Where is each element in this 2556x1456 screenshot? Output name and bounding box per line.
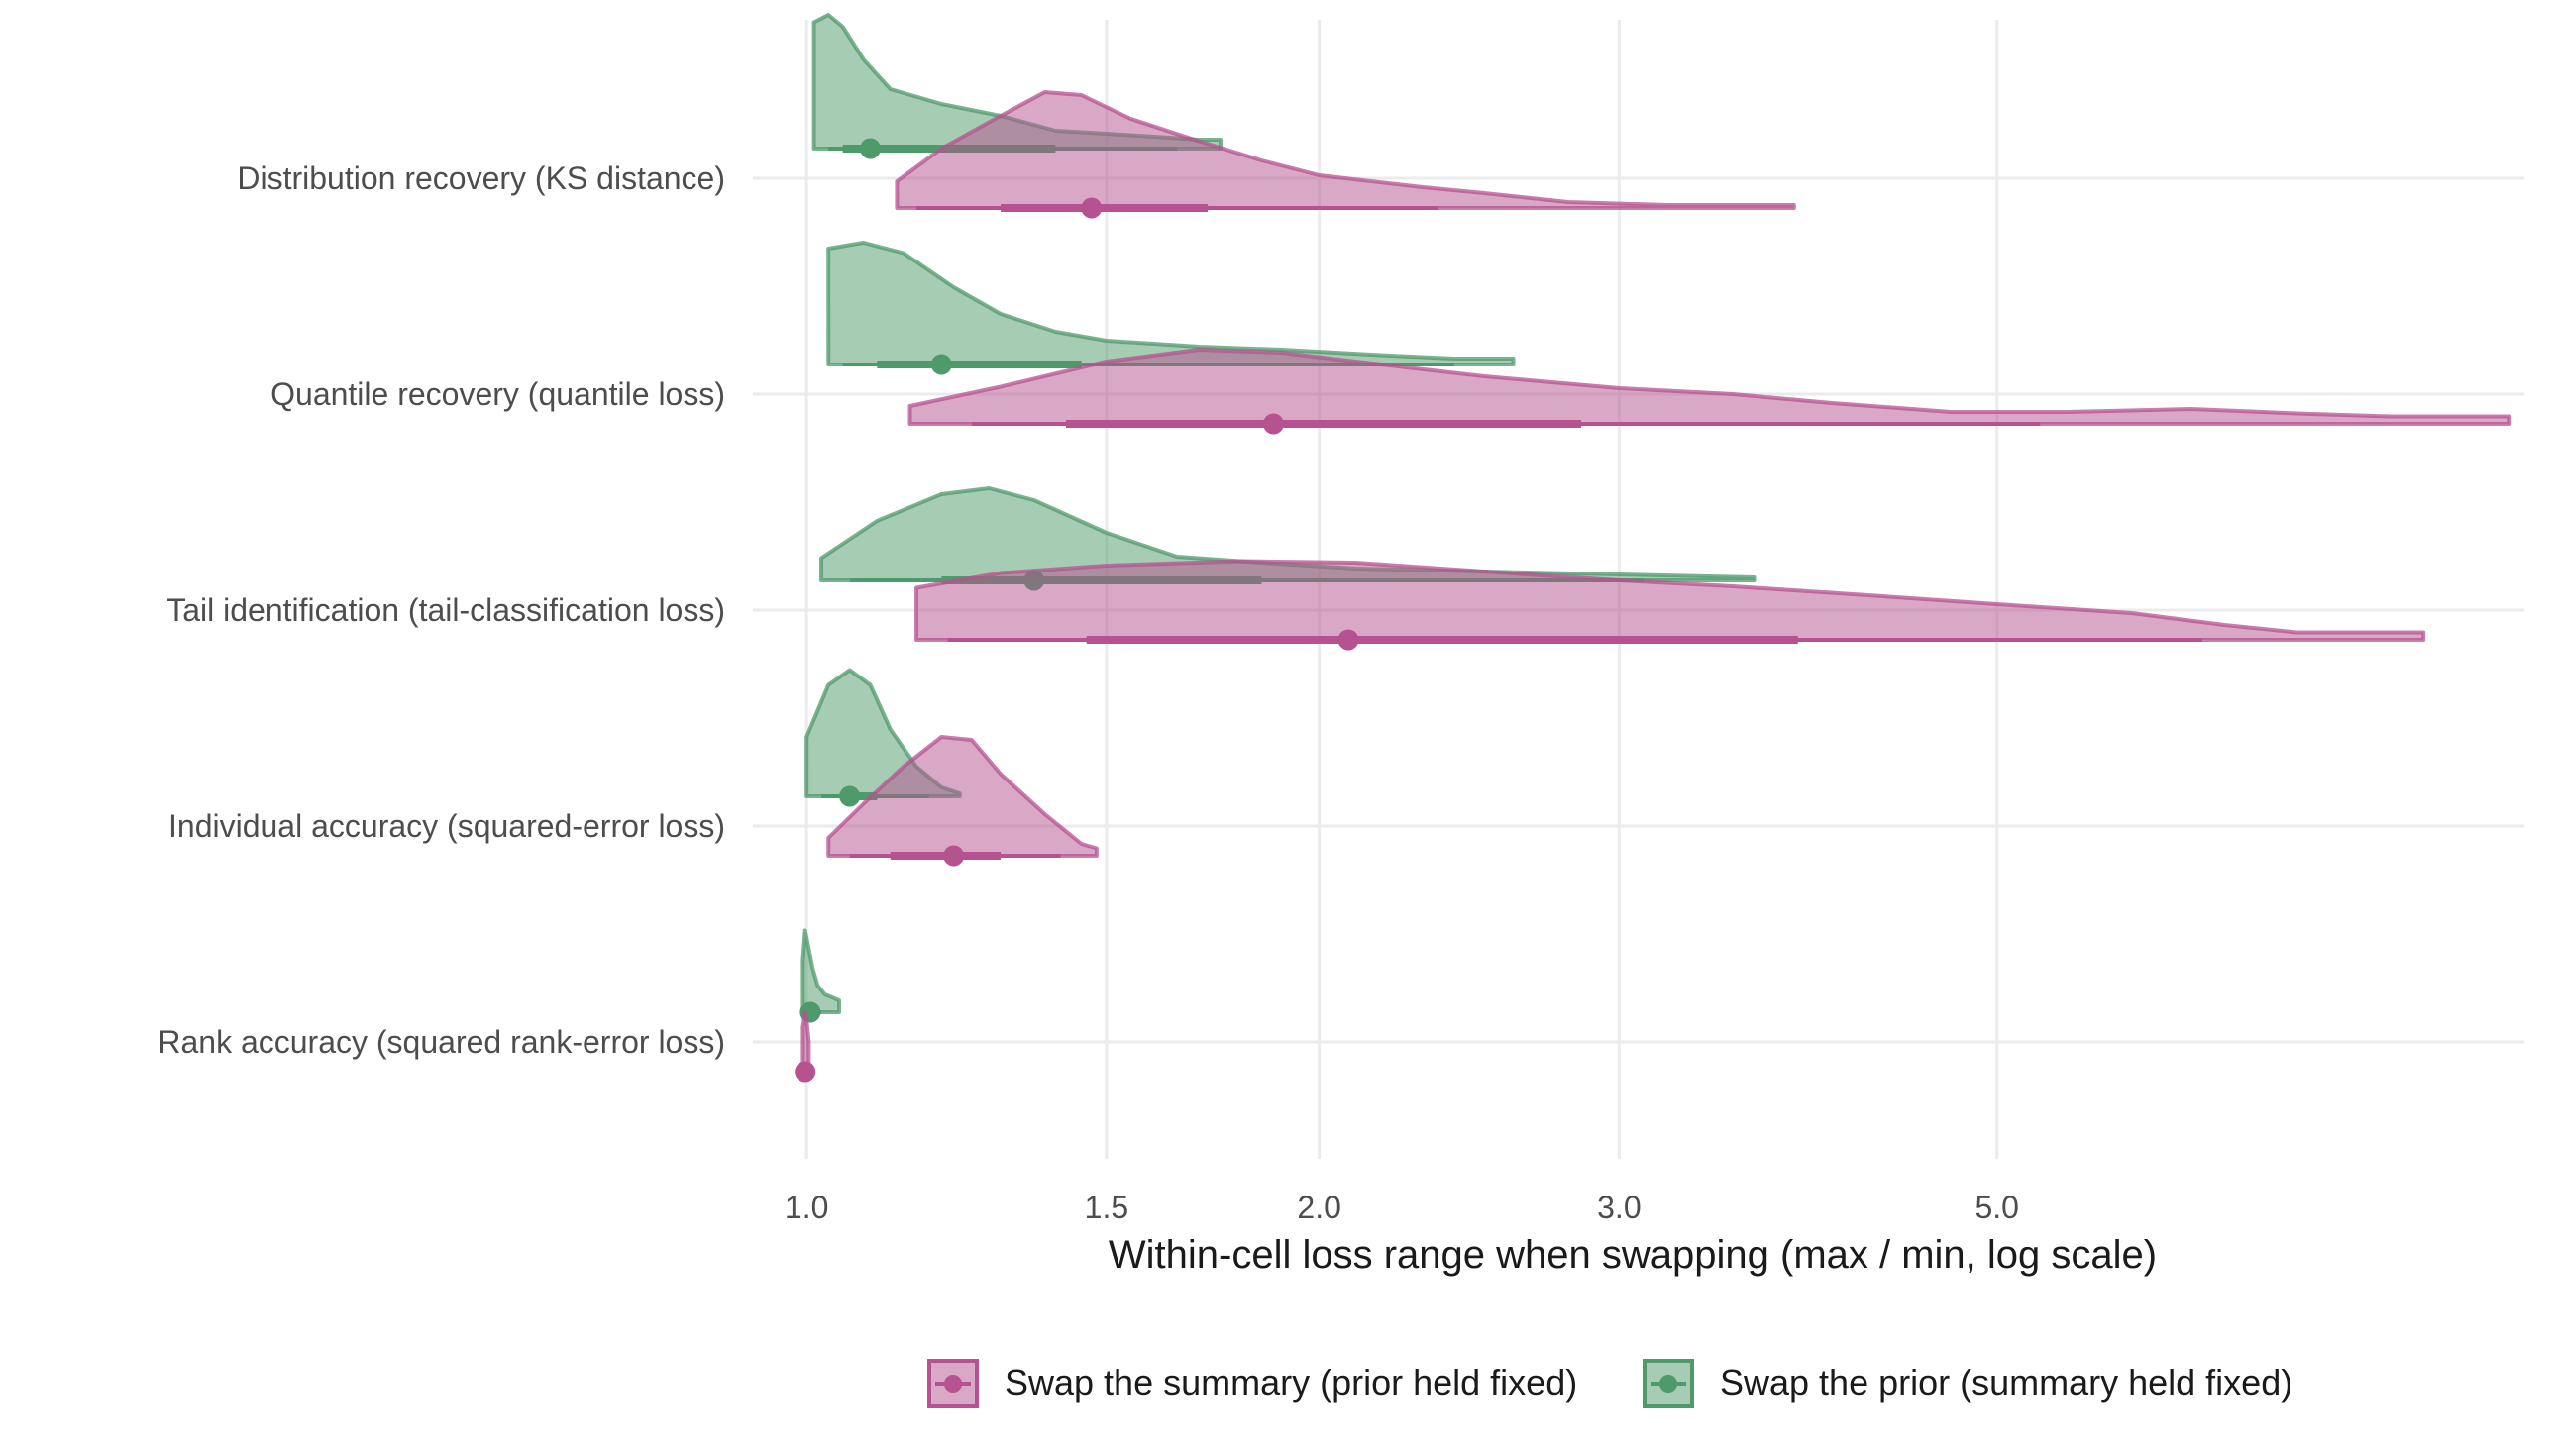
legend-point: [944, 1375, 962, 1393]
legend-label: Swap the summary (prior held fixed): [1005, 1362, 1577, 1403]
legend-label: Swap the prior (summary held fixed): [1720, 1362, 2292, 1403]
median-point: [1337, 629, 1359, 651]
median-point: [943, 845, 965, 867]
summary-cloud: [795, 1010, 816, 1083]
x-tick-labels: 1.0 1.5 2.0 3.0 5.0: [785, 1190, 2019, 1225]
density-area: [818, 486, 1757, 582]
density-area: [826, 241, 1516, 366]
summary-cloud: [913, 559, 2426, 651]
density-area: [826, 735, 1099, 858]
data-layer: [795, 13, 2512, 1083]
x-tick-label: 2.0: [1297, 1190, 1340, 1225]
summary-cloud: [826, 735, 1099, 867]
x-tick-label: 3.0: [1597, 1190, 1641, 1225]
x-axis-title: Within-cell loss range when swapping (ma…: [1109, 1233, 2157, 1277]
x-tick-label: 5.0: [1974, 1190, 2018, 1225]
median-point: [860, 138, 882, 159]
median-point: [1262, 413, 1284, 435]
density-area: [913, 559, 2426, 642]
y-tick-labels: Distribution recovery (KS distance) Quant…: [158, 160, 725, 1060]
density-area: [895, 90, 1796, 210]
legend-key: [1643, 1359, 1694, 1408]
y-tick-label: Tail identification (tail-classification…: [166, 592, 725, 628]
y-tick-label: Quantile recovery (quantile loss): [270, 376, 725, 412]
median-point: [795, 1061, 816, 1083]
median-point: [1081, 197, 1103, 219]
legend-key: [927, 1359, 979, 1408]
legend: Swap the summary (prior held fixed) Swap …: [927, 1359, 2292, 1408]
summary-cloud: [895, 90, 1796, 219]
prior-cloud: [799, 928, 841, 1023]
median-point: [839, 785, 861, 807]
density-area: [907, 348, 2512, 426]
legend-point: [1659, 1375, 1677, 1393]
x-tick-label: 1.5: [1085, 1190, 1128, 1225]
summary-cloud: [907, 348, 2512, 435]
y-tick-label: Individual accuracy (squared-error loss): [168, 808, 725, 844]
density-area: [800, 928, 841, 1014]
y-tick-label: Distribution recovery (KS distance): [237, 160, 725, 196]
y-tick-label: Rank accuracy (squared rank-error loss): [158, 1024, 725, 1060]
median-point: [930, 354, 952, 375]
x-tick-label: 1.0: [785, 1190, 828, 1225]
